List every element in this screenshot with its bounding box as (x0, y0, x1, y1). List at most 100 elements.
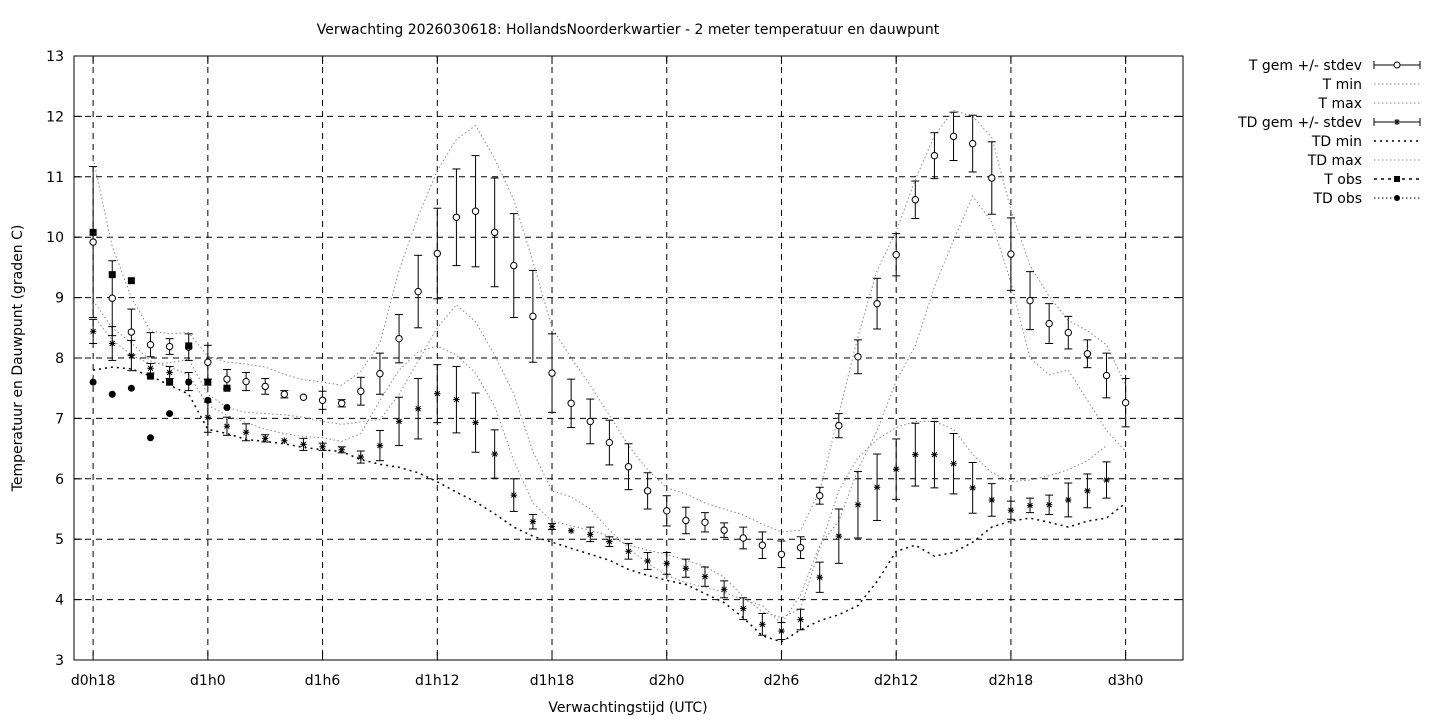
x-tick-label: d1h6 (305, 673, 341, 689)
data-point-t-gem (203, 344, 212, 380)
marker-open-circle (529, 312, 537, 321)
data-point-t-gem (1045, 303, 1054, 345)
legend-label: T obs (1323, 172, 1362, 188)
x-tick-label: d1h18 (530, 673, 574, 689)
marker-open-circle (567, 399, 575, 407)
data-point-t-gem (261, 378, 270, 395)
marker-open-circle (1026, 296, 1034, 305)
data-point-t-gem (280, 390, 289, 399)
y-tick-label: 5 (55, 532, 64, 548)
data-point-t-gem (1064, 315, 1073, 350)
data-point-td-gem (758, 612, 767, 636)
data-point-td-gem (89, 318, 98, 345)
marker-star (644, 557, 651, 565)
marker-open-circle (701, 518, 709, 526)
marker-star (281, 437, 288, 444)
data-point-t-gem (356, 376, 365, 406)
marker-open-circle (1064, 328, 1072, 337)
data-point-t-gem (548, 333, 557, 413)
data-point-td-gem (930, 420, 939, 489)
grid-lines (74, 56, 1183, 660)
data-point-td-gem (281, 437, 288, 444)
marker-open-circle (835, 421, 843, 430)
marker-star (338, 446, 345, 454)
legend-label: TD max (1307, 153, 1362, 169)
marker-star (319, 443, 326, 450)
marker-open-circle (548, 369, 556, 377)
marker-open-circle (988, 174, 996, 182)
data-point-t-gem (586, 398, 595, 445)
marker-open-circle (452, 213, 461, 221)
marker-star (204, 413, 212, 421)
data-point-t-gem (796, 536, 805, 560)
data-point-t-gem (643, 472, 652, 510)
data-point-td-gem (299, 437, 308, 451)
marker-star (701, 573, 709, 580)
marker-star (128, 352, 135, 359)
data-point-td-gem (949, 433, 958, 495)
legend-label: T max (1317, 96, 1362, 112)
marker-star (242, 429, 250, 436)
marker-open-circle (720, 526, 728, 534)
data-point-td-gem (796, 608, 805, 631)
data-point-t-gem (834, 413, 843, 439)
data-point-t-gem (318, 390, 327, 410)
y-tick-label: 4 (55, 593, 64, 609)
data-point-t-obs (185, 342, 193, 350)
marker-open-circle (299, 393, 308, 401)
data-point-t-gem (395, 314, 404, 364)
data-point-td-gem (452, 365, 461, 434)
x-tick-label: d0h18 (71, 673, 115, 689)
data-point-td-obs (166, 410, 174, 418)
data-point-t-gem (815, 486, 824, 505)
marker-star (567, 527, 575, 534)
marker-star (472, 419, 479, 426)
marker-open-circle (1102, 371, 1111, 380)
data-point-t-gem (681, 506, 690, 535)
marker-open-circle (911, 196, 920, 204)
marker-star (778, 627, 785, 635)
data-point-td-gem (242, 423, 251, 442)
axes: 3 4 5 6 7 8 9 10 11 12 13 d0h18 d1h0 d1h6 d1h12 d1h18 d2… (46, 49, 1184, 689)
marker-star (548, 523, 556, 530)
data-point-td-obs (127, 384, 135, 392)
marker-open-circle (892, 251, 900, 259)
data-point-t-gem (1102, 352, 1111, 399)
marker-star (759, 621, 766, 628)
data-point-t-gem (89, 166, 98, 319)
data-point-t-gem (414, 254, 423, 329)
marker-star (357, 453, 365, 461)
marker-open-circle (471, 207, 480, 215)
y-tick-label: 8 (55, 351, 64, 367)
data-point-t-gem (777, 540, 786, 569)
data-point-td-gem (815, 561, 824, 593)
data-point-td-obs (146, 434, 154, 442)
x-axis-label: Verwachtingstijd (UTC) (548, 700, 707, 716)
marker-star (395, 418, 403, 425)
marker-star (740, 605, 747, 612)
marker-open-circle (108, 294, 116, 302)
data-point-td-obs (108, 390, 116, 398)
legend-label: T min (1322, 77, 1362, 93)
x-tick-label: d3h0 (1108, 673, 1144, 689)
data-point-td-gem (337, 446, 346, 454)
data-point-t-gem (452, 168, 461, 267)
data-point-t-obs (89, 228, 97, 236)
marker-open-circle (204, 358, 212, 366)
data-point-td-gem (165, 365, 174, 380)
marker-star (1007, 507, 1015, 514)
data-point-td-gem (414, 378, 423, 440)
legend-item: T min (1322, 77, 1420, 93)
marker-star (376, 442, 384, 449)
data-point-t-gem (146, 332, 155, 358)
marker-star (854, 501, 862, 508)
marker-star (1103, 476, 1110, 484)
y-axis-label: Temperatuur en Dauwpunt (graden C) (10, 225, 26, 493)
marker-open-circle (1121, 398, 1130, 407)
y-tick-label: 9 (55, 291, 64, 307)
data-point-t-gem (490, 177, 499, 288)
legend-item: TD obs (1312, 191, 1420, 207)
data-point-td-gem (261, 434, 270, 443)
data-point-t-gem (1083, 339, 1092, 369)
